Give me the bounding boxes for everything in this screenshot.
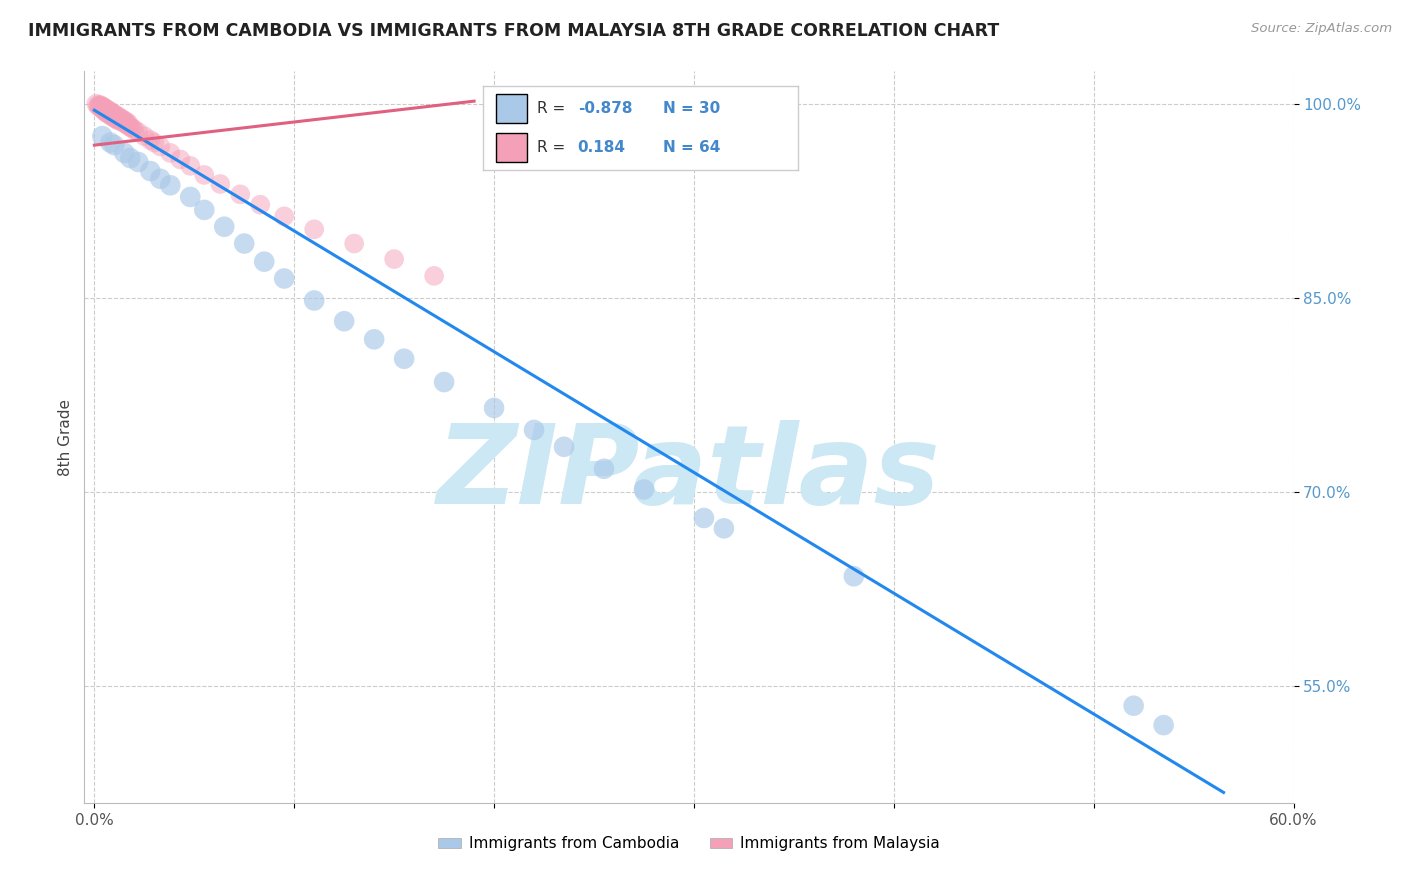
- Point: [97, 107, 120, 121]
- Point: [169, 153, 191, 167]
- Point: [103, 111, 125, 125]
- Point: [117, 119, 139, 133]
- Point: [98, 107, 121, 121]
- Point: [111, 115, 134, 129]
- Point: [115, 118, 138, 132]
- Point: [103, 107, 125, 121]
- Point: [382, 252, 405, 266]
- Point: [127, 155, 149, 169]
- Point: [89, 99, 111, 113]
- Point: [103, 138, 125, 153]
- Point: [149, 171, 172, 186]
- Point: [553, 440, 575, 454]
- Point: [98, 136, 121, 150]
- Point: [97, 103, 120, 118]
- Point: [121, 121, 143, 136]
- Point: [96, 105, 118, 120]
- Point: [112, 113, 135, 128]
- Point: [693, 511, 716, 525]
- Point: [91, 101, 114, 115]
- Point: [433, 375, 456, 389]
- Point: [392, 351, 415, 366]
- Point: [127, 125, 149, 139]
- Point: [139, 164, 162, 178]
- Point: [713, 521, 735, 535]
- Point: [101, 108, 124, 122]
- Point: [91, 99, 114, 113]
- Point: [842, 569, 865, 583]
- Point: [98, 108, 121, 122]
- Y-axis label: 8th Grade: 8th Grade: [58, 399, 73, 475]
- Point: [110, 111, 132, 125]
- Point: [179, 159, 201, 173]
- Point: [1122, 698, 1144, 713]
- Point: [101, 110, 124, 124]
- Point: [86, 96, 108, 111]
- Point: [179, 190, 201, 204]
- Point: [112, 145, 135, 160]
- Point: [111, 112, 134, 127]
- Point: [105, 112, 128, 127]
- Point: [333, 314, 356, 328]
- Point: [105, 111, 128, 125]
- Point: [214, 219, 236, 234]
- Point: [93, 101, 115, 115]
- Point: [101, 105, 124, 120]
- Point: [120, 120, 142, 134]
- Point: [87, 98, 110, 112]
- Point: [117, 116, 139, 130]
- Point: [93, 103, 115, 118]
- Text: IMMIGRANTS FROM CAMBODIA VS IMMIGRANTS FROM MALAYSIA 8TH GRADE CORRELATION CHART: IMMIGRANTS FROM CAMBODIA VS IMMIGRANTS F…: [28, 22, 1000, 40]
- Point: [149, 139, 172, 153]
- Point: [97, 105, 120, 120]
- Point: [91, 102, 114, 116]
- Point: [89, 101, 111, 115]
- Point: [110, 113, 132, 128]
- Point: [96, 102, 118, 116]
- Point: [249, 197, 271, 211]
- Point: [124, 122, 146, 136]
- Point: [233, 236, 256, 251]
- Point: [253, 254, 276, 268]
- Point: [105, 108, 128, 122]
- Point: [87, 99, 110, 113]
- Legend: Immigrants from Cambodia, Immigrants from Malaysia: Immigrants from Cambodia, Immigrants fro…: [432, 830, 946, 857]
- Point: [593, 462, 616, 476]
- Point: [423, 268, 446, 283]
- Point: [229, 187, 252, 202]
- Point: [107, 110, 129, 124]
- Point: [120, 151, 142, 165]
- Point: [143, 136, 166, 150]
- Point: [273, 271, 295, 285]
- Point: [107, 112, 129, 127]
- Point: [134, 129, 156, 144]
- Point: [633, 483, 655, 497]
- Point: [98, 104, 121, 119]
- Point: [193, 168, 215, 182]
- Point: [103, 110, 125, 124]
- Point: [302, 222, 325, 236]
- Point: [91, 129, 114, 144]
- Point: [363, 332, 385, 346]
- Point: [93, 104, 115, 119]
- Point: [343, 236, 366, 251]
- Point: [523, 423, 546, 437]
- Point: [159, 145, 181, 160]
- Point: [209, 177, 232, 191]
- Point: [159, 178, 181, 193]
- Point: [115, 115, 138, 129]
- Point: [93, 102, 115, 116]
- Point: [139, 133, 162, 147]
- Point: [1153, 718, 1175, 732]
- Point: [482, 401, 505, 415]
- Point: [89, 98, 111, 112]
- Point: [107, 113, 129, 128]
- Point: [273, 210, 295, 224]
- Text: ZIPatlas: ZIPatlas: [437, 420, 941, 527]
- Point: [96, 104, 118, 119]
- Point: [193, 202, 215, 217]
- Text: Source: ZipAtlas.com: Source: ZipAtlas.com: [1251, 22, 1392, 36]
- Point: [112, 116, 135, 130]
- Point: [302, 293, 325, 308]
